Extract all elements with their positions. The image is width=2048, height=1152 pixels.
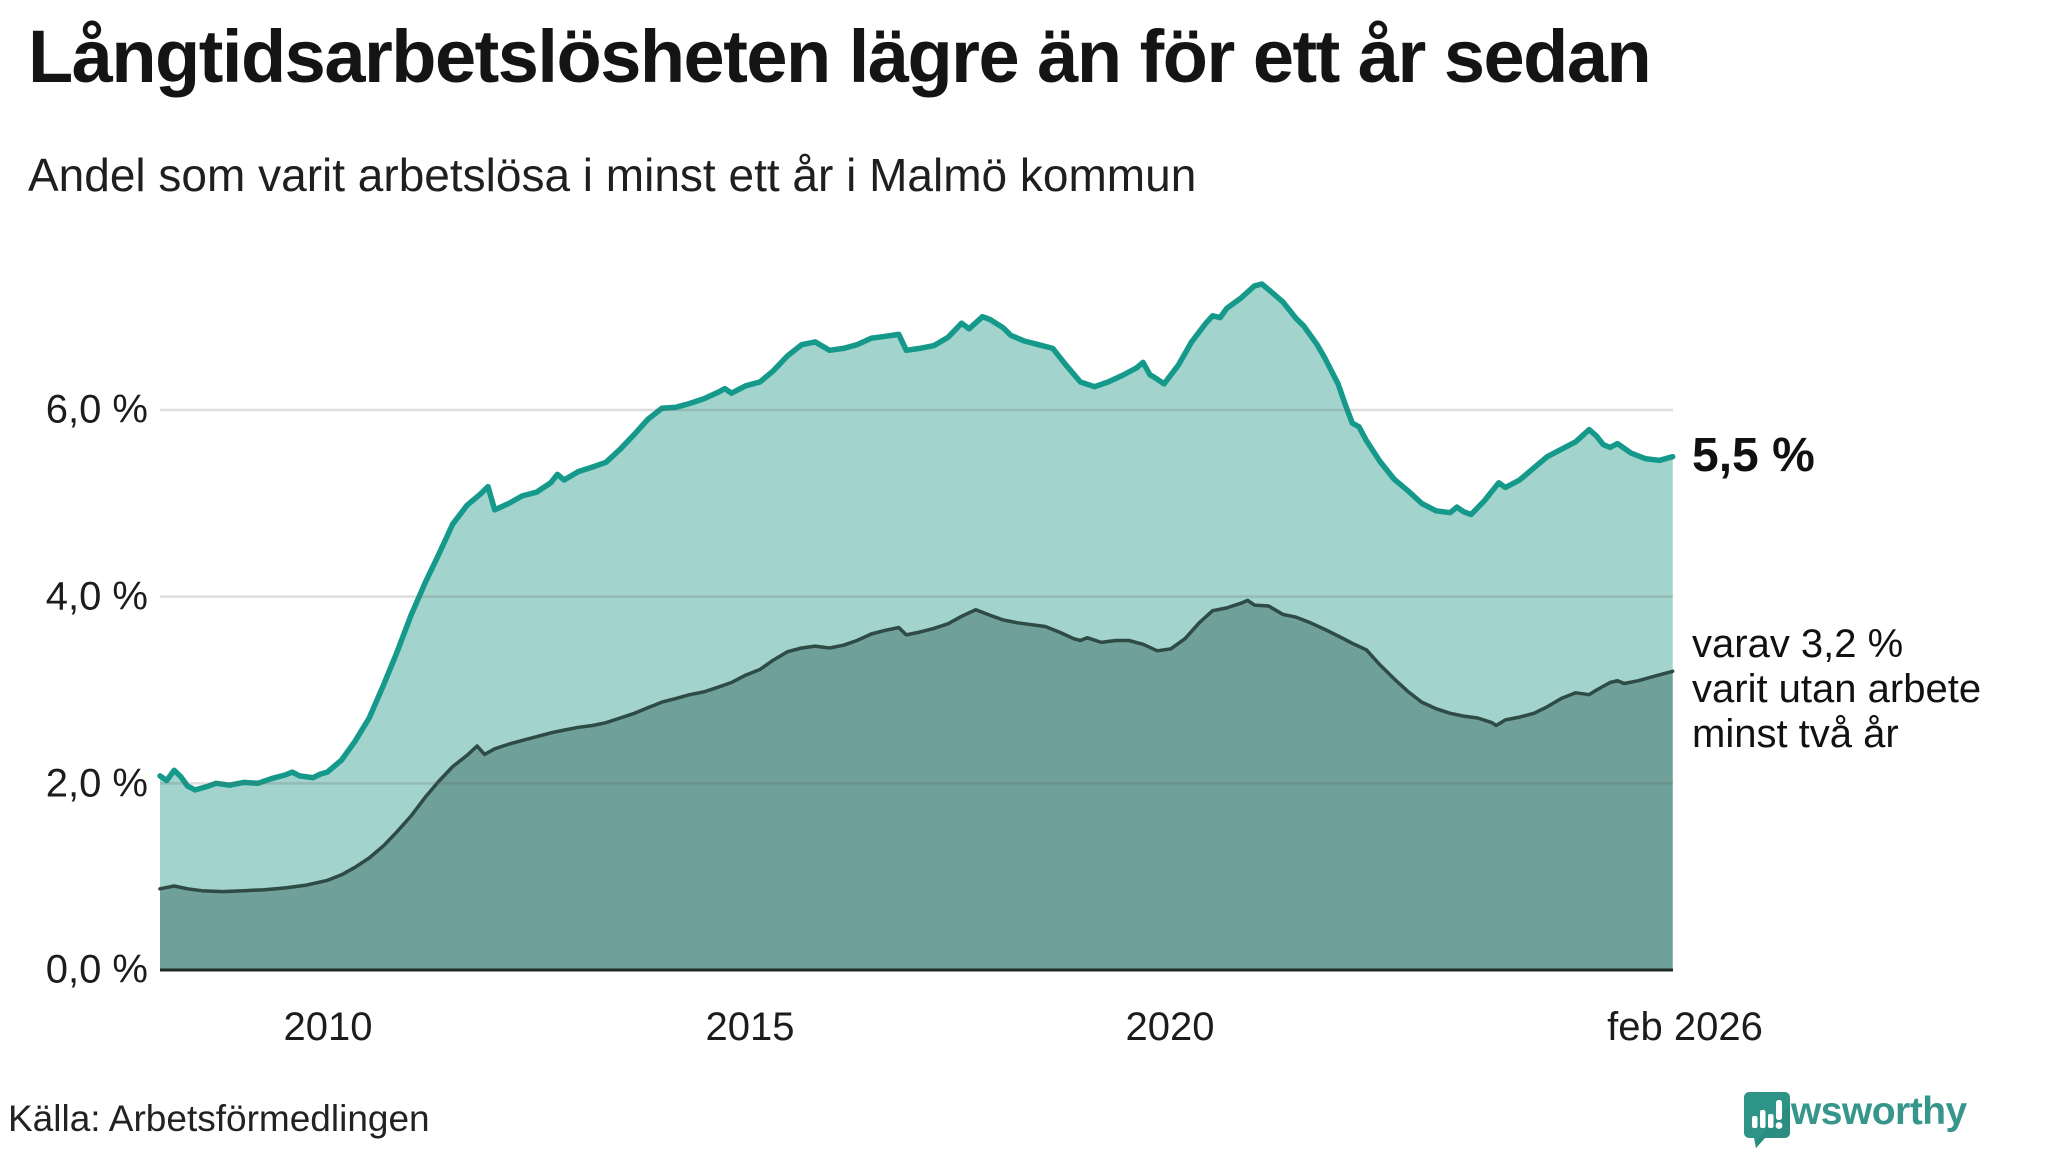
y-axis-tick-6: 6,0 % xyxy=(45,387,148,432)
latest-value-label-total: 5,5 % xyxy=(1692,429,1815,482)
line-series-1 xyxy=(158,598,1675,894)
y-axis-tick-4: 4,0 % xyxy=(45,574,148,619)
line-series-0 xyxy=(157,281,1676,793)
newsworthy-branding: Newsworthy xyxy=(1742,1090,1967,1148)
x-axis-tick-2015: 2015 xyxy=(705,1005,795,1049)
newsworthy-logo-icon xyxy=(1744,1092,1790,1148)
x-axis-tick-2020: 2020 xyxy=(1125,1005,1215,1049)
area-series-1 xyxy=(160,600,1673,970)
latest-value-label-two-year: varav 3,2 % varit utan arbete minst två … xyxy=(1692,622,1981,757)
y-axis-tick-0: 0,0 % xyxy=(45,947,148,992)
two-year-label-line2: varit utan arbete xyxy=(1692,667,1982,711)
two-year-label-line1: varav 3,2 % xyxy=(1692,622,1904,666)
page-title: Långtidsarbetslösheten lägre än för ett … xyxy=(28,15,1652,98)
two-year-label-line3: minst två år xyxy=(1692,712,1899,756)
chart-subtitle: Andel som varit arbetslösa i minst ett å… xyxy=(28,149,1197,201)
y-axis-tick-2: 2,0 % xyxy=(45,761,148,806)
x-axis-tick-2010: 2010 xyxy=(283,1005,373,1049)
x-axis-tick-feb-2026: feb 2026 xyxy=(1607,1005,1763,1049)
source-attribution: Källa: Arbetsförmedlingen xyxy=(8,1098,430,1139)
